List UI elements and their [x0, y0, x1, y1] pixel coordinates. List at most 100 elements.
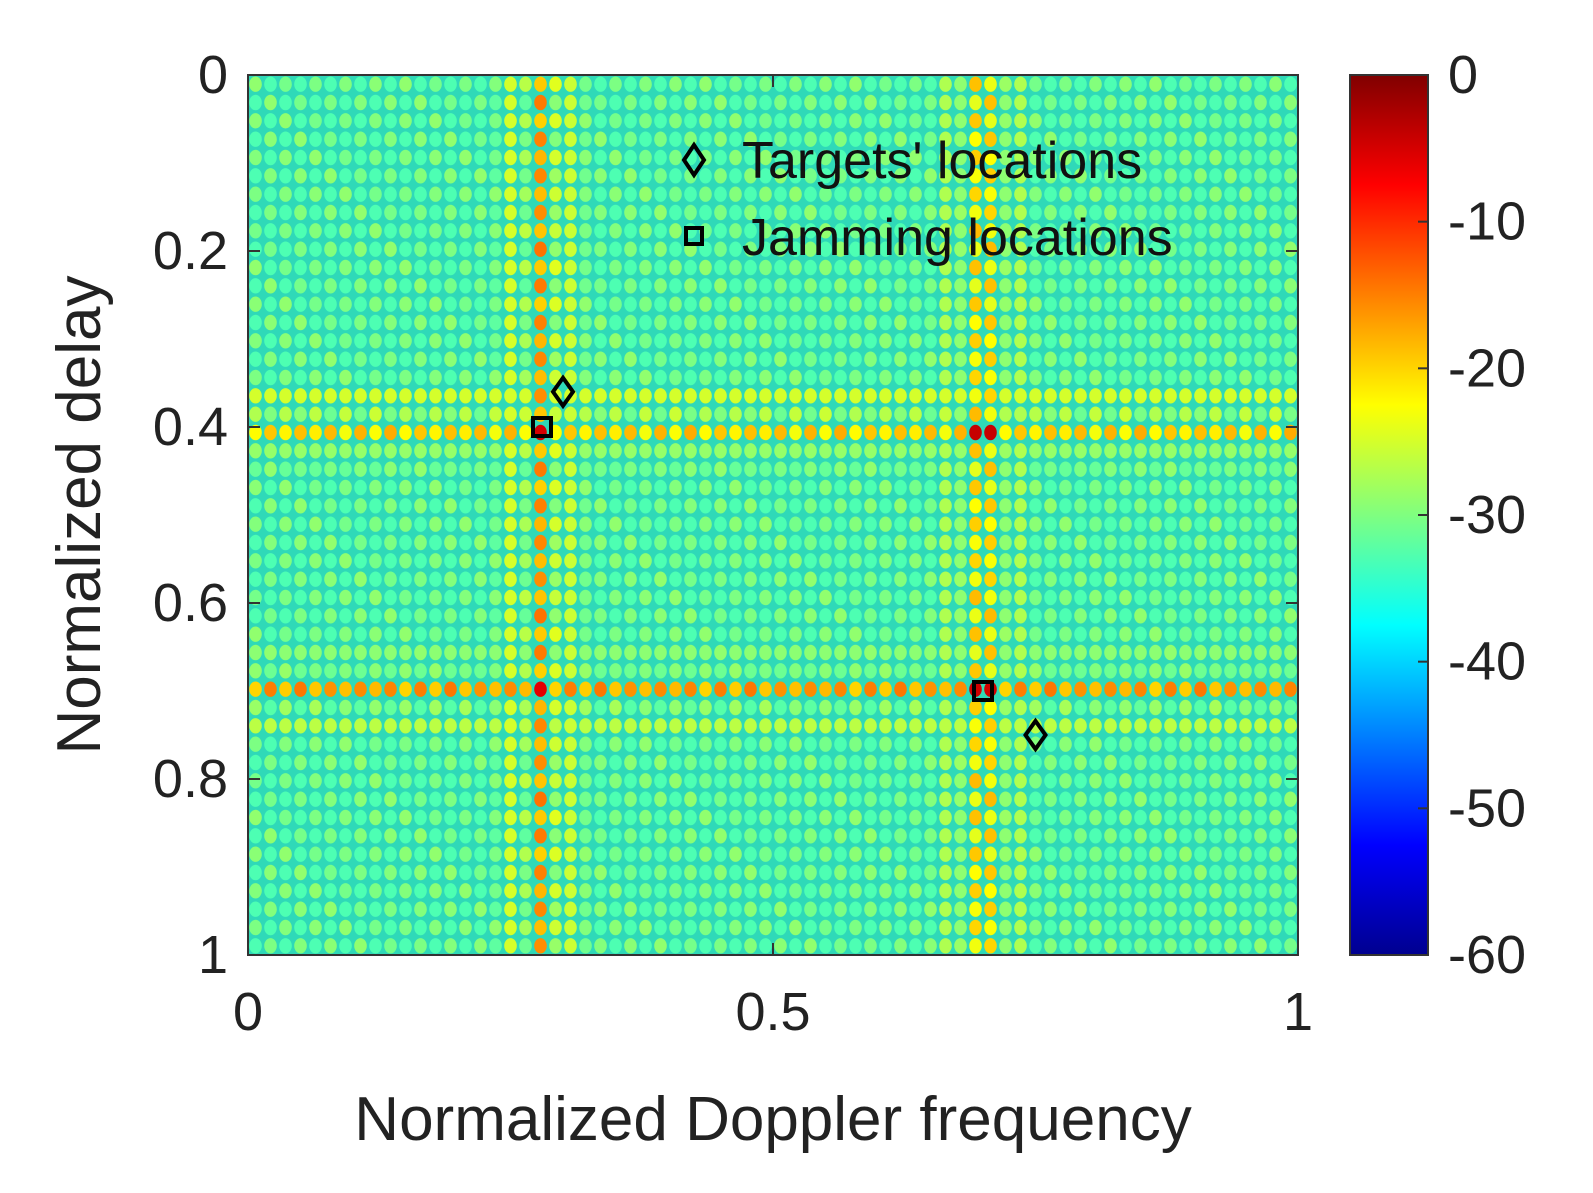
heatmap-cell	[579, 773, 592, 789]
heatmap-cell	[1089, 681, 1102, 697]
heatmap-cell	[1044, 113, 1057, 129]
heatmap-cell	[1224, 663, 1237, 679]
heatmap-cell	[279, 809, 292, 826]
heatmap-cell	[1239, 168, 1252, 184]
heatmap-cell	[879, 424, 892, 441]
heatmap-cell	[1194, 149, 1207, 166]
heatmap-cell	[1014, 278, 1027, 294]
heatmap-cell	[1074, 149, 1087, 166]
heatmap-cell	[1194, 424, 1207, 441]
heatmap-cell	[264, 314, 277, 331]
heatmap-cell	[594, 644, 607, 661]
heatmap-cell	[819, 626, 832, 642]
heatmap-cell	[294, 113, 307, 129]
heatmap-cell	[1224, 113, 1237, 129]
heatmap-cell	[414, 699, 427, 716]
heatmap-cell	[1224, 681, 1237, 697]
heatmap-cell	[564, 149, 577, 166]
heatmap-cell	[1254, 351, 1267, 367]
heatmap-cell	[849, 278, 862, 294]
heatmap-cell	[1119, 479, 1132, 496]
heatmap-cell	[354, 388, 367, 404]
heatmap-cell	[594, 241, 607, 257]
heatmap-cell	[519, 479, 532, 496]
heatmap-cell	[879, 883, 892, 899]
heatmap-cell	[1179, 351, 1192, 367]
heatmap-cell	[714, 131, 727, 147]
heatmap-cell	[834, 773, 847, 789]
heatmap-cell	[1074, 314, 1087, 331]
heatmap-cell	[579, 828, 592, 844]
heatmap-cell	[1044, 131, 1057, 147]
heatmap-cell	[624, 736, 637, 752]
y-tick-label: 0	[198, 45, 228, 105]
heatmap-cell	[279, 626, 292, 642]
heatmap-cell	[639, 296, 652, 312]
heatmap-cell	[444, 406, 457, 422]
heatmap-cell	[1014, 259, 1027, 276]
heatmap-cell	[774, 351, 787, 367]
heatmap-cell	[624, 479, 637, 496]
heatmap-cell	[324, 553, 337, 569]
heatmap-cell	[399, 809, 412, 826]
heatmap-cell	[534, 369, 547, 386]
heatmap-cell	[639, 406, 652, 422]
heatmap-cell	[414, 754, 427, 771]
heatmap-cell	[909, 443, 922, 459]
heatmap-cell	[609, 534, 622, 551]
heatmap-cell	[624, 571, 637, 587]
heatmap-cell	[339, 663, 352, 679]
heatmap-cell	[819, 94, 832, 111]
heatmap-cell	[369, 369, 382, 386]
heatmap-cell	[954, 663, 967, 679]
heatmap-cell	[474, 571, 487, 587]
heatmap-cell	[954, 571, 967, 587]
heatmap-cell	[639, 241, 652, 257]
heatmap-cell	[384, 223, 397, 239]
heatmap-cell	[534, 516, 547, 532]
heatmap-cell	[399, 534, 412, 551]
heatmap-cell	[729, 919, 742, 936]
heatmap-cell	[834, 333, 847, 349]
heatmap-cell	[1104, 296, 1117, 312]
heatmap-cell	[714, 149, 727, 166]
heatmap-cell	[279, 388, 292, 404]
heatmap-cell	[1089, 938, 1102, 954]
heatmap-cell	[804, 149, 817, 166]
heatmap-cell	[849, 113, 862, 129]
heatmap-cell	[1254, 663, 1267, 679]
heatmap-cell	[759, 314, 772, 331]
heatmap-cell	[954, 94, 967, 111]
heatmap-cell	[1269, 663, 1282, 679]
heatmap-cell	[819, 131, 832, 147]
heatmap-cell	[444, 186, 457, 202]
heatmap-cell	[624, 259, 637, 276]
heatmap-cell	[1134, 278, 1147, 294]
heatmap-cell	[714, 424, 727, 441]
heatmap-cell	[819, 241, 832, 257]
heatmap-cell	[399, 608, 412, 624]
heatmap-cell	[1194, 296, 1207, 312]
heatmap-cell	[1194, 168, 1207, 184]
heatmap-cell	[1134, 204, 1147, 221]
heatmap-cell	[1059, 901, 1072, 917]
heatmap-cell	[1104, 204, 1117, 221]
heatmap-cell	[909, 699, 922, 716]
heatmap-cell	[489, 259, 502, 276]
heatmap-cell	[684, 424, 697, 441]
heatmap-cell	[1089, 809, 1102, 826]
heatmap-cell	[834, 534, 847, 551]
heatmap-cell	[654, 278, 667, 294]
heatmap-cell	[1104, 644, 1117, 661]
heatmap-cell	[819, 296, 832, 312]
heatmap-cell	[249, 883, 262, 899]
heatmap-cell	[354, 938, 367, 954]
heatmap-cell	[564, 699, 577, 716]
heatmap-cell	[1269, 938, 1282, 954]
heatmap-cell	[699, 351, 712, 367]
heatmap-cell	[654, 149, 667, 166]
heatmap-cell	[969, 94, 982, 111]
heatmap-cell	[1119, 388, 1132, 404]
heatmap-cell	[729, 479, 742, 496]
heatmap-cell	[1224, 699, 1237, 716]
